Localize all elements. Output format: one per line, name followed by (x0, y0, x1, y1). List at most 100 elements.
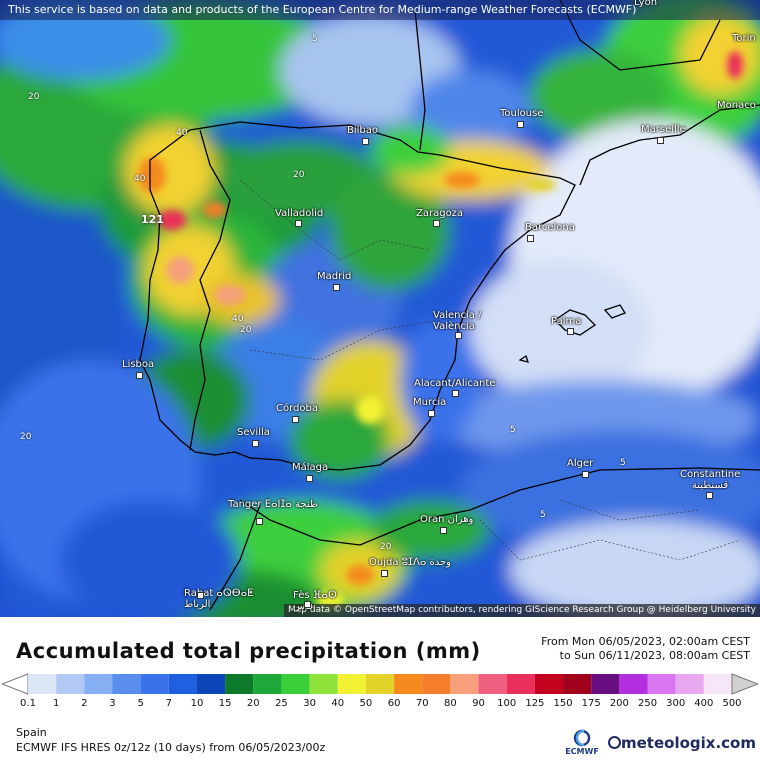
city-label[interactable]: Córdoba (276, 403, 318, 414)
city-label[interactable]: Lyon (634, 0, 658, 8)
ecmwf-logo: ECMWF (562, 728, 602, 758)
heavy-precip-cores (138, 51, 743, 608)
contour-label: 5 (312, 34, 318, 44)
scale-swatch (422, 674, 451, 694)
scale-swatch (84, 674, 113, 694)
city-label[interactable]: Valladolid (275, 208, 324, 219)
city-label[interactable]: Alacant/Alicante (414, 378, 496, 389)
scale-swatch (506, 674, 535, 694)
city-marker (440, 527, 447, 534)
city-label[interactable]: Bilbao (347, 125, 379, 136)
period-from: From Mon 06/05/2023, 02:00am CEST (541, 635, 750, 648)
city-label[interactable]: Sevilla (237, 427, 270, 438)
scale-tick-label: 15 (218, 698, 232, 709)
scale-tick-label: 125 (525, 698, 545, 709)
city-label[interactable]: Málaga (292, 462, 329, 473)
city-label[interactable]: Fès ⴼⴰⵙ فاس (293, 590, 337, 612)
contour-label: 20 (20, 432, 32, 442)
scale-swatch (563, 674, 592, 694)
map-attribution[interactable]: Map data © OpenStreetMap contributors, r… (284, 604, 760, 617)
scale-tick-label: 175 (581, 698, 601, 709)
scale-swatch (140, 674, 169, 694)
city-label[interactable]: Constantine قسنطينة (680, 469, 741, 491)
scale-swatch (112, 674, 141, 694)
forecast-period: From Mon 06/05/2023, 02:00am CEST to Sun… (541, 635, 750, 663)
city-label[interactable]: Tanger ⴹⴰⵏⵊⴰ طنجة (228, 499, 318, 510)
scale-tick-label: 50 (359, 698, 373, 709)
scale-swatch (225, 674, 254, 694)
contour-label: 40 (176, 128, 188, 138)
city-label[interactable]: Madrid (317, 271, 352, 282)
region-label: Spain (16, 726, 47, 739)
map-canvas (0, 0, 760, 617)
city-label[interactable]: Toulouse (500, 108, 544, 119)
city-marker (136, 372, 143, 379)
scale-swatch (703, 674, 732, 694)
coastlines (139, 0, 760, 611)
brand-text: meteologix.com (621, 734, 756, 752)
city-marker (567, 328, 574, 335)
scale-swatch (534, 674, 564, 694)
scale-tick-label: 40 (331, 698, 345, 709)
city-label[interactable]: Oujda ⵓⵊⴷⴰ وجدة (369, 557, 451, 568)
scale-tick-label: 250 (637, 698, 658, 709)
scale-tick-label: 1 (52, 698, 60, 709)
scale-tick-label: 0.1 (20, 698, 36, 709)
city-label[interactable]: Zaragoza (416, 208, 464, 219)
city-label[interactable]: Lisboa (122, 359, 155, 370)
scale-tick-label: 5 (137, 698, 144, 709)
scale-tick-label: 3 (109, 698, 116, 709)
scale-swatch (365, 674, 395, 694)
scale-swatch (253, 674, 282, 694)
city-label[interactable]: Rabat ⴰⵕⴱⴰⵟ الرباط (184, 588, 254, 610)
city-label[interactable]: Valencia / València (433, 310, 482, 332)
scale-swatch (337, 674, 366, 694)
scale-tick-label: 25 (275, 698, 288, 709)
city-marker (455, 332, 462, 339)
contour-label: 20 (293, 170, 305, 180)
scale-tick-label: 80 (444, 698, 457, 709)
city-marker (517, 121, 524, 128)
contour-label: 40 (232, 314, 244, 324)
scale-tick-label: 2 (81, 698, 88, 709)
city-label[interactable]: Murcia (413, 397, 447, 408)
city-label[interactable]: Alger (567, 458, 594, 469)
scale-arrow-high (731, 673, 758, 695)
scale-swatch (28, 674, 57, 694)
city-label[interactable]: Monaco (717, 100, 756, 111)
scale-tick-label: 30 (303, 698, 316, 709)
city-marker (706, 492, 713, 499)
scale-tick-label: 90 (472, 698, 485, 709)
precipitation-map[interactable]: This service is based on data and produc… (0, 0, 760, 617)
scale-tick-label: 60 (387, 698, 401, 709)
city-label[interactable]: Oran وهران (420, 514, 474, 525)
city-label[interactable]: Barcelona (525, 222, 575, 233)
region-borders (239, 179, 741, 561)
globe-icon (608, 736, 621, 749)
scale-tick-label: 400 (694, 698, 714, 709)
city-marker (433, 220, 440, 227)
city-label[interactable]: Torin (732, 33, 756, 44)
city-label[interactable]: Palma (551, 316, 582, 327)
ecmwf-logo-text: ECMWF (565, 747, 599, 756)
city-marker (333, 284, 340, 291)
brand-logo[interactable]: meteologix.com (608, 734, 756, 752)
city-marker (256, 518, 263, 525)
scale-tick-label: 70 (415, 698, 429, 709)
precip-field (0, 0, 760, 617)
scale-swatch (394, 674, 423, 694)
ecmwf-logo-icon (573, 729, 591, 747)
city-marker (362, 138, 369, 145)
scale-tick-label: 300 (666, 698, 686, 709)
city-marker (292, 416, 299, 423)
contour-label: 40 (134, 174, 146, 184)
ecmwf-notice: This service is based on data and produc… (0, 0, 760, 20)
scale-swatch (647, 674, 676, 694)
color-scale-ticks: 0.1 1 2 3 5 7 10 15 20 25 30 40 50 60 70 80 90 100 125 150 1… (0, 698, 760, 712)
scale-tick-label: 100 (497, 698, 517, 709)
scale-swatch (591, 674, 620, 694)
scale-tick-label: 500 (722, 698, 742, 709)
city-marker (657, 137, 664, 144)
scale-arrow-low (2, 673, 29, 695)
city-label[interactable]: Marseille (641, 124, 686, 135)
